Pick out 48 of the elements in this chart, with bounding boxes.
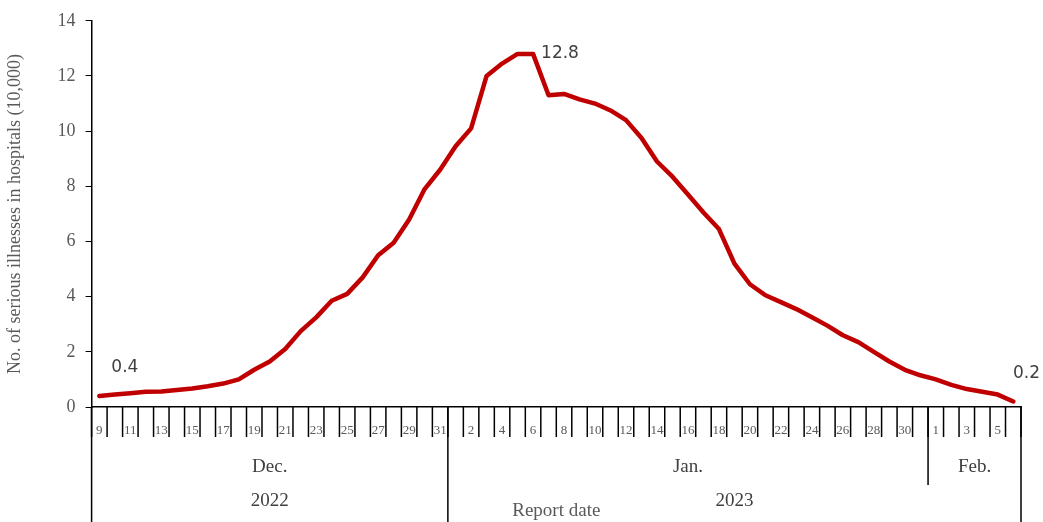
x-tick-label: 15 [185,422,199,438]
text: Jan. [672,454,703,476]
x-tick-label: 3 [963,422,971,438]
x-tick-label: 29 [402,422,416,438]
x-tick-label: 14 [650,422,664,438]
x-tick-label: 13 [154,422,168,438]
x-tick-label: 4 [498,422,506,438]
data-label: 0.2 [1012,361,1041,382]
x-tick-label: 22 [774,422,788,438]
x-tick-label: 9 [96,422,103,438]
x-tick-label: 24 [805,422,819,438]
y-tick-label: 4 [66,285,76,306]
x-tick-label: 10 [588,422,602,438]
x-tick-label: 23 [309,422,323,438]
text: 2022 [250,488,289,510]
x-tick-label: 21 [278,422,292,438]
x-tick-label: 31 [433,422,447,438]
x-tick-label: 17 [216,422,231,438]
x-tick-label: 30 [898,422,912,438]
x-tick-label: 6 [529,422,537,438]
text: Feb. [957,454,992,476]
x-tick-label: 20 [743,422,757,438]
text: 2023 [715,488,754,510]
y-tick-label: 14 [57,9,76,30]
y-tick-label: 8 [66,175,76,196]
data-label: 12.8 [541,42,579,63]
x-tick-label: 19 [247,422,261,438]
x-tick-label: 11 [124,422,137,438]
x-tick-label: 1 [932,422,940,438]
y-tick-label: 2 [66,340,76,361]
y-tick-label: 6 [66,230,76,251]
data-label: 0.4 [111,356,139,377]
y-tick-label: 12 [57,64,76,85]
x-tick-label: 18 [712,422,726,438]
x-tick-label: 25 [340,422,354,438]
x-tick-label: 5 [994,422,1002,438]
x-tick-label: 8 [560,422,568,438]
y-tick-label: 0 [66,395,76,416]
x-tick-label: 28 [867,422,881,438]
x-tick-label: 2 [467,422,475,438]
y-tick-label: 10 [57,119,76,140]
x-tick-label: 26 [836,422,850,438]
x-axis-title: Report date [512,498,601,520]
x-tick-label: 27 [371,422,386,438]
y-axis-title: No. of serious illnesses in hospitals (10,000) [3,53,25,374]
x-tick-label: 12 [619,422,633,438]
x-tick-label: 16 [681,422,695,438]
text: Dec. [252,454,288,476]
